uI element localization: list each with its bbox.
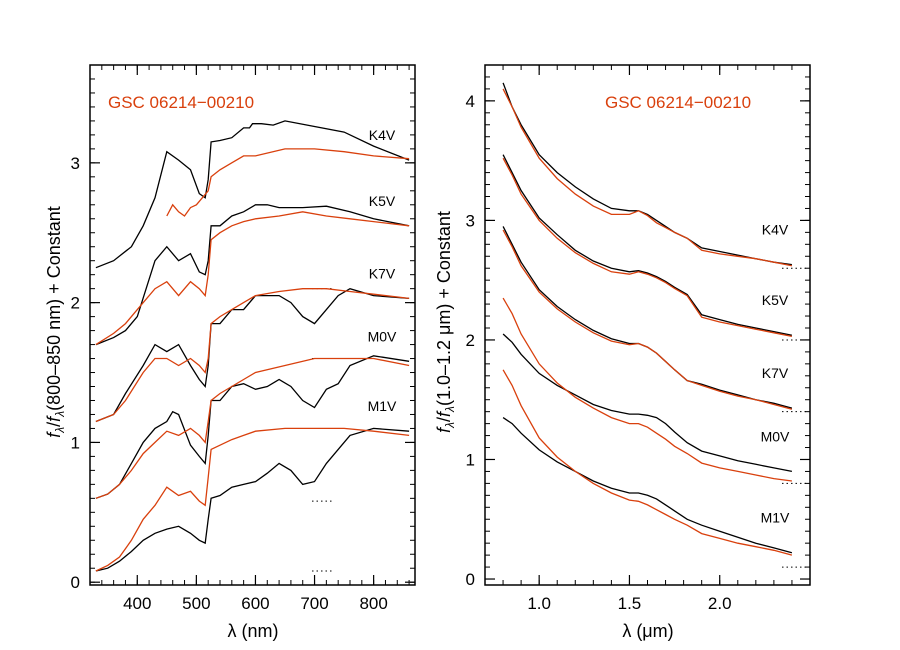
left-line-k7v-target xyxy=(95,288,410,423)
right-label-k4v: K4V xyxy=(762,222,789,238)
right-line-m0v-template xyxy=(502,333,793,473)
left-y-tick-label-0: 0 xyxy=(71,573,80,592)
left-label-k7v: K7V xyxy=(369,265,396,281)
right-y-tick-label-2: 2 xyxy=(466,331,475,350)
left-line-m1v-template xyxy=(95,427,410,572)
left-x-tick-label-2: 600 xyxy=(241,594,269,613)
left-y-axis-title-f1: f xyxy=(44,431,64,438)
left-y-axis-title-f2: f xyxy=(44,415,64,422)
right-label-k7v: K7V xyxy=(762,365,789,381)
right-y-axis-title-f2: f xyxy=(434,410,454,417)
right-y-tick-label-0: 0 xyxy=(466,570,475,589)
right-y-axis-title-f1: f xyxy=(434,426,454,433)
left-y-axis-title: fλ/fλ(800–850 nm) + Constant xyxy=(44,206,67,438)
left-line-k4v-target xyxy=(166,148,410,217)
right-x-tick-label-1: 1.5 xyxy=(618,594,642,613)
right-line-k5v-target xyxy=(502,157,793,338)
right-line-m0v-target xyxy=(502,297,792,482)
right-label-k5v: K5V xyxy=(762,292,789,308)
left-line-k7v-template xyxy=(95,287,410,423)
left-y-axis-title-rest: (800–850 nm) + Constant xyxy=(44,206,64,411)
left-line-m0v-template xyxy=(95,355,410,499)
left-x-tick-label-3: 700 xyxy=(300,594,328,613)
right-x-tick-label-2: 2.0 xyxy=(708,594,732,613)
right-spectra-panel: GSC 06214−00210 λ (μm) fλ/fλ(1.0–1.2 μm)… xyxy=(434,64,811,641)
right-y-axis-title-sub1: λ xyxy=(443,422,457,429)
right-y-axis-title-sub2: λ xyxy=(443,406,457,413)
right-label-m0v: M0V xyxy=(761,428,790,444)
left-line-m1v-target xyxy=(95,427,410,572)
left-y-tick-label-2: 2 xyxy=(71,294,80,313)
right-x-tick-label-0: 1.0 xyxy=(527,594,551,613)
right-line-m1v-template xyxy=(502,417,793,554)
right-panel-title: GSC 06214−00210 xyxy=(605,93,751,112)
left-y-axis-title-sub2: λ xyxy=(53,411,67,418)
right-y-tick-label-3: 3 xyxy=(466,211,475,230)
left-y-axis-title-sub1: λ xyxy=(53,427,67,434)
right-y-tick-label-1: 1 xyxy=(466,450,475,469)
right-label-m1v: M1V xyxy=(761,510,790,526)
left-plot-frame xyxy=(89,64,416,586)
right-plot-frame xyxy=(484,64,811,586)
left-label-m0v: M0V xyxy=(368,328,397,344)
left-spectra-panel: GSC 06214−00210 λ (nm) fλ/fλ(800–850 nm)… xyxy=(44,64,416,641)
right-line-k5v-template xyxy=(502,154,793,336)
left-label-m1v: M1V xyxy=(368,398,397,414)
right-line-k7v-target xyxy=(502,229,793,410)
left-panel-title: GSC 06214−00210 xyxy=(108,93,254,112)
right-line-m1v-target xyxy=(502,369,793,556)
left-x-axis-title: λ (nm) xyxy=(228,621,279,641)
left-line-k5v-template xyxy=(95,204,410,346)
right-x-axis-title: λ (μm) xyxy=(622,621,673,641)
left-line-m0v-target xyxy=(95,357,410,499)
right-line-k7v-template xyxy=(502,226,793,409)
left-x-tick-label-0: 400 xyxy=(123,594,151,613)
right-y-axis-title-rest: (1.0–1.2 μm) + Constant xyxy=(434,211,454,406)
left-x-tick-label-1: 500 xyxy=(182,594,210,613)
right-line-k4v-target xyxy=(502,88,793,267)
right-y-axis-title: fλ/fλ(1.0–1.2 μm) + Constant xyxy=(434,211,457,433)
right-line-k4v-template xyxy=(502,82,792,266)
left-y-tick-label-1: 1 xyxy=(71,433,80,452)
right-y-tick-label-4: 4 xyxy=(466,92,475,111)
left-y-tick-label-3: 3 xyxy=(71,154,80,173)
left-line-k5v-target xyxy=(95,211,410,346)
left-label-k5v: K5V xyxy=(369,193,396,209)
left-label-k4v: K4V xyxy=(369,127,396,143)
left-x-tick-label-4: 800 xyxy=(359,594,387,613)
left-line-k4v-template xyxy=(95,120,410,269)
